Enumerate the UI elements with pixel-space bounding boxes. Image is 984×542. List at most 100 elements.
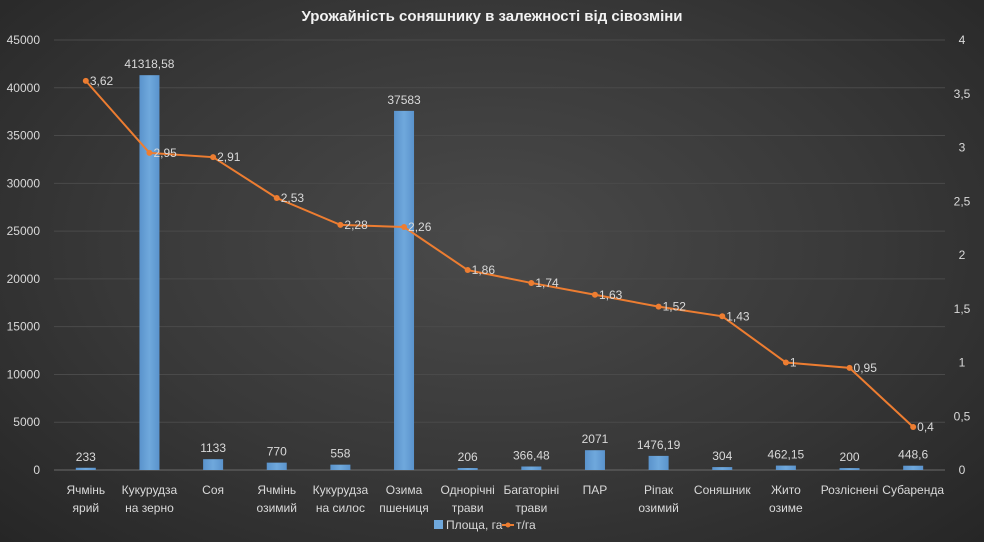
bar xyxy=(584,450,605,470)
line-data-label: 1,63 xyxy=(599,288,623,302)
bar-data-label: 1476,19 xyxy=(637,438,681,452)
y-tick-label: 20000 xyxy=(7,272,41,286)
line-data-label: 2,95 xyxy=(153,146,177,160)
line-point xyxy=(591,291,598,298)
line-point xyxy=(210,154,217,161)
line-data-label: 2,26 xyxy=(408,220,432,234)
bar-data-label: 200 xyxy=(840,450,860,464)
bar-data-label: 233 xyxy=(76,450,96,464)
y-tick-label: 30000 xyxy=(7,176,41,190)
bar-data-label: 304 xyxy=(712,449,732,463)
bar-data-label: 37583 xyxy=(387,93,421,107)
bar xyxy=(521,466,542,470)
bar-data-label: 41318,58 xyxy=(124,57,174,71)
x-tick-label: Ріпак xyxy=(644,483,674,497)
y2-tick-label: 2 xyxy=(959,248,966,262)
y2-tick-label: 1,5 xyxy=(954,302,971,316)
bar-data-label: 558 xyxy=(330,447,350,461)
x-tick-label: Ячмінь xyxy=(257,483,296,497)
y2-tick-label: 0,5 xyxy=(954,409,971,423)
line-data-label: 1,86 xyxy=(472,263,496,277)
y2-tick-label: 1 xyxy=(959,356,966,370)
bar xyxy=(457,468,478,470)
x-tick-label: пшениця xyxy=(379,501,429,515)
x-tick-label: трави xyxy=(515,501,547,515)
y-tick-label: 40000 xyxy=(7,81,41,95)
line-point xyxy=(528,279,535,286)
y2-tick-label: 0 xyxy=(959,463,966,477)
x-tick-label: ПАР xyxy=(583,483,608,497)
bar xyxy=(775,465,796,470)
bar-data-label: 366,48 xyxy=(513,448,550,462)
bar xyxy=(648,455,669,470)
line-data-label: 2,53 xyxy=(281,191,305,205)
bar xyxy=(203,459,224,470)
bar xyxy=(839,468,860,470)
chart-title: Урожайність соняшнику в залежності від с… xyxy=(301,8,682,25)
x-tick-label: Соняшник xyxy=(694,483,751,497)
y-tick-label: 45000 xyxy=(7,33,41,47)
x-tick-label: на зерно xyxy=(125,501,174,515)
line-data-label: 1,52 xyxy=(663,300,687,314)
legend-label: т/га xyxy=(516,518,536,532)
line-point xyxy=(846,364,853,371)
line-point xyxy=(146,149,153,156)
line-point xyxy=(337,221,344,228)
bar-data-label: 2071 xyxy=(582,432,609,446)
x-tick-label: Жито xyxy=(771,483,801,497)
line-data-label: 3,62 xyxy=(90,74,114,88)
line-point xyxy=(910,424,917,430)
x-tick-label: Кукурудза xyxy=(122,483,178,497)
y-tick-label: 35000 xyxy=(7,129,41,143)
x-tick-label: трави xyxy=(452,501,484,515)
x-tick-label: Розліснені xyxy=(821,483,879,497)
x-tick-label: Кукурудза xyxy=(313,483,369,497)
bar xyxy=(394,110,415,470)
bar-data-label: 462,15 xyxy=(768,448,805,462)
y-tick-label: 25000 xyxy=(7,224,41,238)
line-point xyxy=(655,303,662,310)
y-tick-label: 0 xyxy=(33,463,40,477)
bar xyxy=(266,462,287,470)
line-data-label: 2,91 xyxy=(217,150,241,164)
line-data-label: 0,95 xyxy=(854,361,878,375)
line-point xyxy=(401,224,408,231)
bar-data-label: 770 xyxy=(267,445,287,459)
y-tick-label: 15000 xyxy=(7,320,41,334)
bar xyxy=(75,467,96,470)
line-point xyxy=(82,77,89,84)
x-tick-label: Однорічні xyxy=(441,483,495,497)
y-tick-label: 10000 xyxy=(7,367,41,381)
line-point xyxy=(464,267,471,274)
bar xyxy=(330,464,351,470)
y2-tick-label: 3 xyxy=(959,141,966,155)
line-data-label: 0,4 xyxy=(917,420,934,434)
x-tick-label: ярий xyxy=(73,501,100,515)
y2-tick-label: 3,5 xyxy=(954,87,971,101)
line-data-label: 2,28 xyxy=(344,218,368,232)
bar-data-label: 206 xyxy=(458,450,478,464)
legend-label: Площа, га xyxy=(446,518,503,532)
y2-tick-label: 2,5 xyxy=(954,194,971,208)
line-point xyxy=(273,195,280,202)
x-tick-label: озиме xyxy=(769,501,803,515)
x-tick-label: Багаторіні xyxy=(503,483,559,497)
x-tick-label: Озима xyxy=(386,483,423,497)
x-tick-label: Соя xyxy=(202,483,224,497)
line-point xyxy=(719,313,726,320)
y2-tick-label: 4 xyxy=(959,33,966,47)
legend-bar-swatch xyxy=(434,520,443,529)
x-tick-label: Ячмінь xyxy=(66,483,105,497)
y-tick-label: 5000 xyxy=(13,415,40,429)
bar xyxy=(712,467,733,470)
bar-data-label: 448,6 xyxy=(898,448,928,462)
bar xyxy=(903,465,924,470)
bar-data-label: 1133 xyxy=(200,441,226,455)
line-data-label: 1,43 xyxy=(726,309,750,323)
bar xyxy=(139,75,160,471)
x-tick-label: на силос xyxy=(316,501,365,515)
legend-line-marker xyxy=(505,522,511,528)
x-tick-label: озимий xyxy=(638,501,678,515)
line-data-label: 1 xyxy=(790,356,797,370)
